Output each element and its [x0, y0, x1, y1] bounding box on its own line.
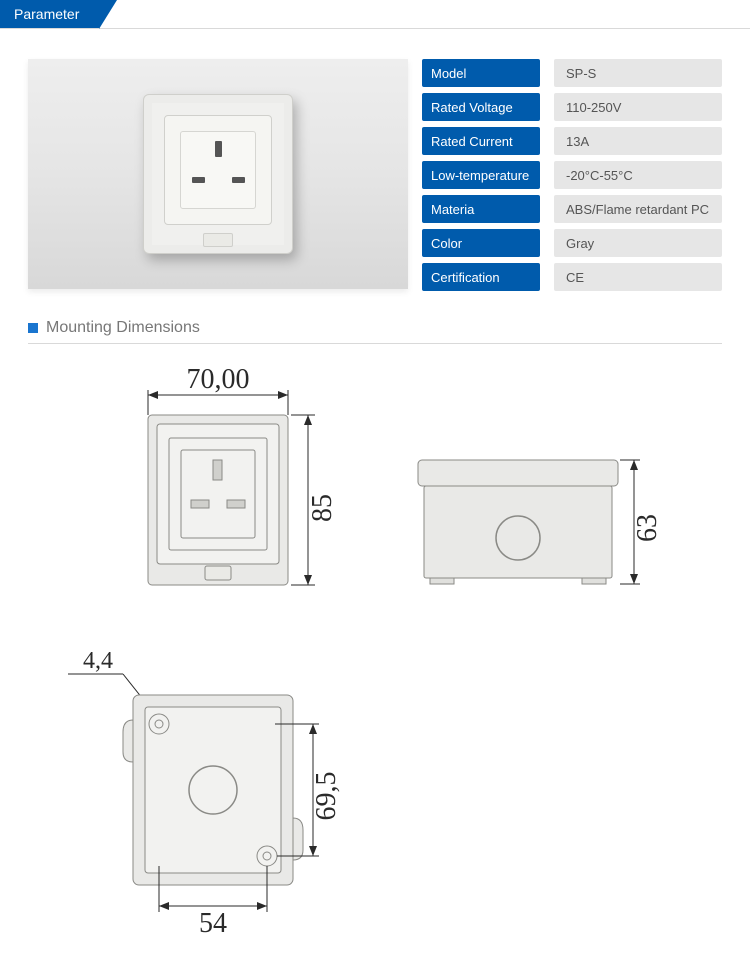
divider: [28, 343, 722, 344]
spec-value: -20°C-55°C: [554, 161, 722, 189]
parameter-tab-label: Parameter: [14, 6, 79, 22]
dim-back-width: 54: [199, 908, 227, 939]
spec-value: SP-S: [554, 59, 722, 87]
dim-front-height: 85: [307, 494, 338, 522]
dim-back-hole: 4,4: [83, 648, 113, 674]
diagrams-area: 70,00: [28, 360, 722, 950]
top-row: Model SP-S Rated Voltage 110-250V Rated …: [28, 59, 722, 297]
header-bar: Parameter: [0, 0, 750, 29]
section-title: Mounting Dimensions: [28, 319, 722, 337]
square-bullet-icon: [28, 323, 38, 333]
spec-value: 13A: [554, 127, 722, 155]
spec-label: Rated Voltage: [422, 93, 540, 121]
spec-label: Rated Current: [422, 127, 540, 155]
spec-value: CE: [554, 263, 722, 291]
socket-render: [143, 94, 293, 254]
spec-row: Model SP-S: [422, 59, 722, 87]
dimension-drawings: 70,00: [28, 360, 722, 950]
spec-value: ABS/Flame retardant PC: [554, 195, 722, 223]
spec-row: Color Gray: [422, 229, 722, 257]
spec-table: Model SP-S Rated Voltage 110-250V Rated …: [422, 59, 722, 297]
dim-side-height: 63: [632, 514, 663, 542]
mounting-dimensions-label: Mounting Dimensions: [46, 319, 200, 337]
product-image: [28, 59, 408, 289]
parameter-tab: Parameter: [0, 0, 99, 28]
spec-value: Gray: [554, 229, 722, 257]
dim-front-width: 70,00: [187, 364, 250, 395]
spec-label: Certification: [422, 263, 540, 291]
spec-label: Color: [422, 229, 540, 257]
spec-row: Rated Voltage 110-250V: [422, 93, 722, 121]
dim-back-height: 69,5: [311, 772, 342, 821]
spec-label: Materia: [422, 195, 540, 223]
spec-label: Model: [422, 59, 540, 87]
spec-row: Low-temperature -20°C-55°C: [422, 161, 722, 189]
spec-label: Low-temperature: [422, 161, 540, 189]
spec-value: 110-250V: [554, 93, 722, 121]
spec-row: Materia ABS/Flame retardant PC: [422, 195, 722, 223]
spec-row: Certification CE: [422, 263, 722, 291]
spec-row: Rated Current 13A: [422, 127, 722, 155]
content-area: Model SP-S Rated Voltage 110-250V Rated …: [0, 59, 750, 950]
